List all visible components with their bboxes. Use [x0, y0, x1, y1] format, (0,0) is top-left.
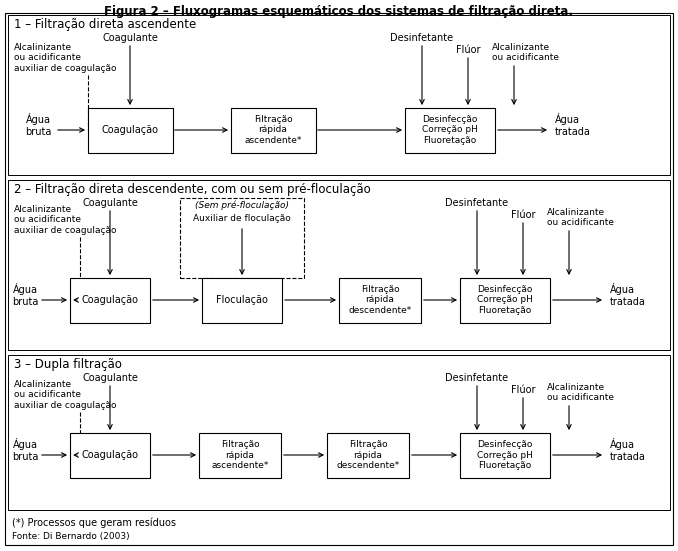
Bar	[327, 433, 409, 478]
Text: Desinfetante: Desinfetante	[445, 373, 508, 383]
Text: Coagulação: Coagulação	[81, 295, 138, 305]
Bar	[70, 433, 150, 478]
Text: Desinfetante: Desinfetante	[445, 198, 508, 208]
Text: Flúor: Flúor	[511, 385, 535, 395]
Text: Alcalinizante
ou acidificante
auxiliar de coagulação: Alcalinizante ou acidificante auxiliar d…	[14, 205, 117, 235]
Text: Água
bruta: Água bruta	[12, 438, 38, 462]
Bar	[202, 278, 282, 322]
Text: Desinfecção
Correção pH
Fluoretação: Desinfecção Correção pH Fluoretação	[422, 115, 478, 145]
Text: Figura 2 – Fluxogramas esquemáticos dos sistemas de filtração direta.: Figura 2 – Fluxogramas esquemáticos dos …	[104, 5, 574, 18]
Text: Fonte: Di Bernardo (2003): Fonte: Di Bernardo (2003)	[12, 532, 129, 541]
Text: Água
tratada: Água tratada	[610, 438, 646, 462]
Text: Coagulação: Coagulação	[102, 125, 159, 135]
Bar	[231, 107, 315, 153]
Text: Alcalinizante
ou acidificante
auxiliar de coagulação: Alcalinizante ou acidificante auxiliar d…	[14, 380, 117, 410]
Text: 1 – Filtração direta ascendente: 1 – Filtração direta ascendente	[14, 18, 196, 31]
Text: Água
bruta: Água bruta	[12, 283, 38, 307]
Text: Auxiliar de floculação: Auxiliar de floculação	[193, 214, 291, 223]
Text: Filtração
rápida
descendente*: Filtração rápida descendente*	[348, 285, 412, 315]
Text: Floculação: Floculação	[216, 295, 268, 305]
Text: Filtração
rápida
ascendente*: Filtração rápida ascendente*	[244, 115, 302, 145]
Text: 2 – Filtração direta descendente, com ou sem pré-floculação: 2 – Filtração direta descendente, com ou…	[14, 183, 371, 196]
Text: Flúor: Flúor	[456, 45, 480, 55]
Bar	[8, 180, 670, 350]
Text: Coagulação: Coagulação	[81, 450, 138, 460]
Text: Água
tratada: Água tratada	[610, 283, 646, 307]
Bar	[8, 15, 670, 175]
Text: Alcalinizante
ou acidificante: Alcalinizante ou acidificante	[547, 383, 614, 402]
Bar	[87, 107, 172, 153]
Text: Alcalinizante
ou acidificante: Alcalinizante ou acidificante	[547, 208, 614, 228]
Text: Desinfetante: Desinfetante	[391, 33, 454, 43]
Text: Água
bruta: Água bruta	[25, 113, 51, 137]
Text: Desinfecção
Correção pH
Fluoretação: Desinfecção Correção pH Fluoretação	[477, 285, 533, 315]
Bar	[460, 433, 550, 478]
Bar	[199, 433, 281, 478]
Text: Alcalinizante
ou acidificante: Alcalinizante ou acidificante	[492, 43, 559, 62]
Text: Filtração
rápida
ascendente*: Filtração rápida ascendente*	[212, 440, 268, 470]
Text: (Sem pré-floculação): (Sem pré-floculação)	[195, 201, 289, 210]
Bar	[8, 355, 670, 510]
Text: Alcalinizante
ou acidificante
auxiliar de coagulação: Alcalinizante ou acidificante auxiliar d…	[14, 43, 117, 73]
Text: (*) Processos que geram resíduos: (*) Processos que geram resíduos	[12, 518, 176, 528]
Bar	[70, 278, 150, 322]
Text: Flúor: Flúor	[511, 210, 535, 220]
Text: Coagulante: Coagulante	[82, 198, 138, 208]
Text: Filtração
rápida
descendente*: Filtração rápida descendente*	[336, 440, 399, 470]
Text: Desinfecção
Correção pH
Fluoretação: Desinfecção Correção pH Fluoretação	[477, 440, 533, 470]
Bar	[180, 198, 304, 278]
Text: Coagulante: Coagulante	[82, 373, 138, 383]
Text: 3 – Dupla filtração: 3 – Dupla filtração	[14, 358, 122, 371]
Bar	[339, 278, 421, 322]
Text: Coagulante: Coagulante	[102, 33, 158, 43]
Bar	[460, 278, 550, 322]
Text: Água
tratada: Água tratada	[555, 113, 591, 137]
Bar	[405, 107, 495, 153]
